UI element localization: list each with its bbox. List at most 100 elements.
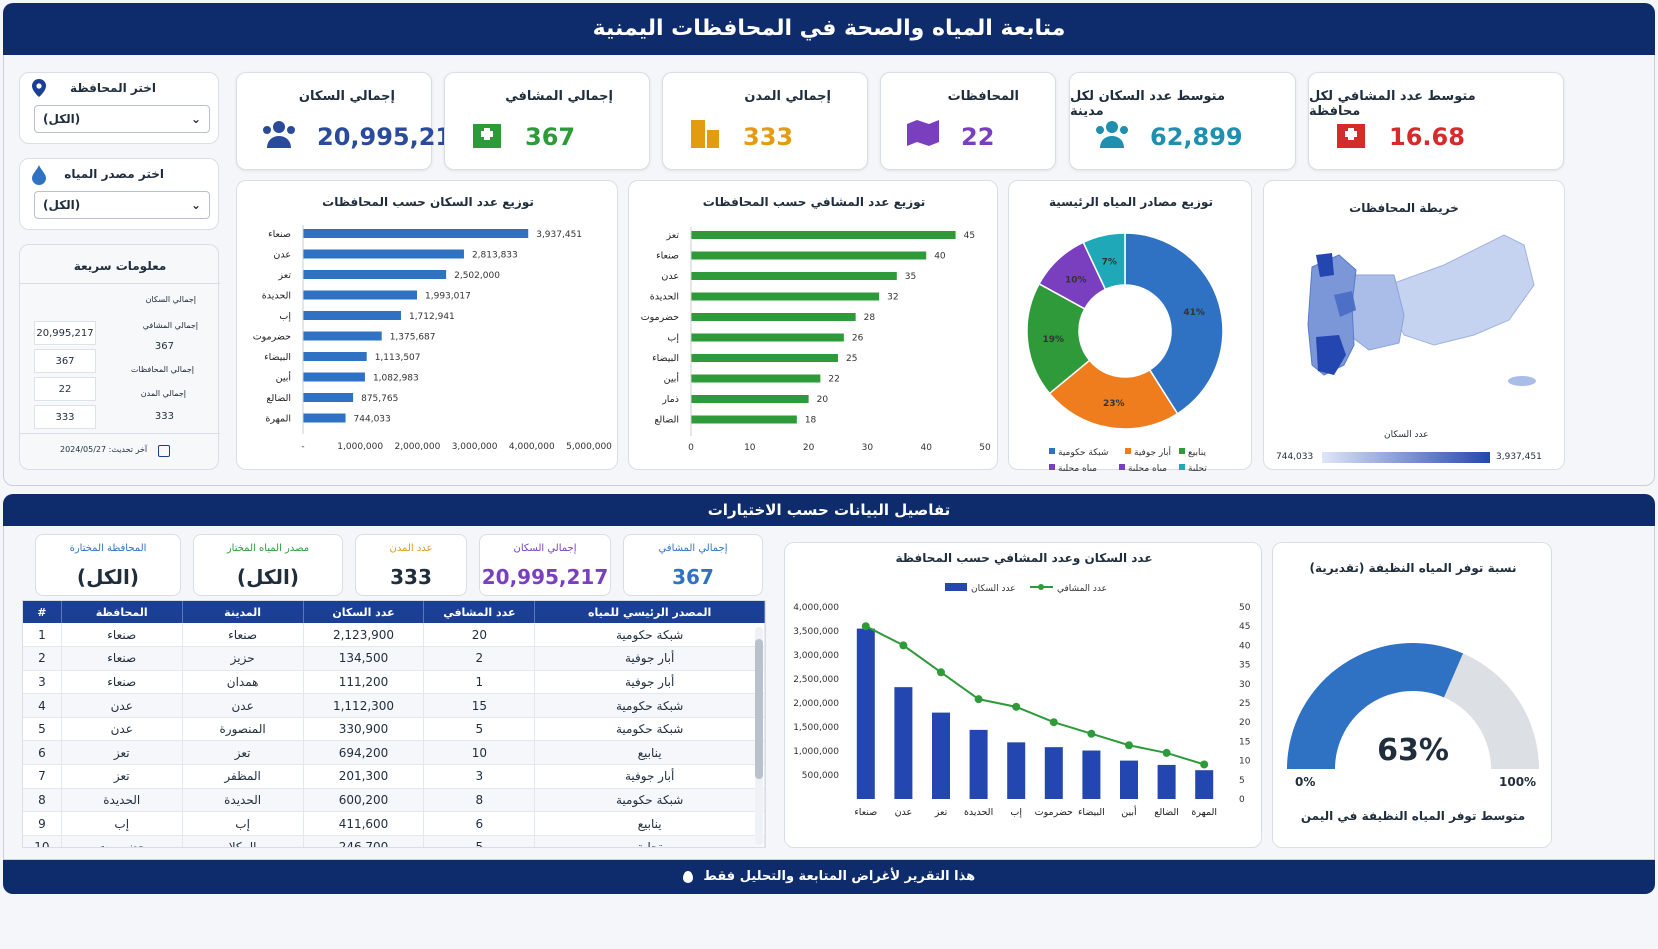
hospitals-bar[interactable] xyxy=(691,374,821,383)
hospitals-bar[interactable] xyxy=(691,251,927,260)
kpi-card: إجمالي المدن 333 xyxy=(662,72,868,170)
combo-population-bar[interactable] xyxy=(1120,760,1138,799)
table-cell: عدن xyxy=(61,717,183,742)
table-row[interactable]: 6 تعز تعز 694,200 10 ينابيع xyxy=(23,740,765,766)
population-bar[interactable] xyxy=(303,270,447,279)
map-scale-max: 3,937,451 xyxy=(1496,452,1542,462)
combo-population-bar[interactable] xyxy=(1082,750,1101,799)
map-region-central[interactable] xyxy=(1345,274,1405,351)
combo-population-bar[interactable] xyxy=(1007,742,1026,799)
table-header-cell[interactable]: عدد السكان xyxy=(303,601,425,623)
table-row[interactable]: 10 حضرموت المكلا 246,700 5 تحلية xyxy=(23,835,765,847)
combo-hospitals-point[interactable] xyxy=(1087,729,1096,738)
combo-population-bar[interactable] xyxy=(1044,747,1063,799)
combo-category-label: عدن xyxy=(895,807,913,818)
combo-population-bar[interactable] xyxy=(1195,770,1214,799)
hospitals-tick-label: 20 xyxy=(803,443,815,453)
table-row[interactable]: 2 صنعاء حزيز 134,500 2 أبار جوفية xyxy=(23,646,765,671)
combo-category-label: تعز xyxy=(934,807,948,818)
population-bar[interactable] xyxy=(303,290,418,300)
combo-population-bar[interactable] xyxy=(932,712,950,799)
table-cell: أبار جوفية xyxy=(534,670,765,695)
table-row[interactable]: 5 عدن المنصورة 330,900 5 شبكة حكومية xyxy=(23,717,765,742)
table-cell: 10 xyxy=(23,835,62,847)
selection-card-value: 333 xyxy=(390,565,432,589)
map-region-capital[interactable] xyxy=(1334,291,1356,317)
population-bar[interactable] xyxy=(303,393,354,402)
hospitals-bar[interactable] xyxy=(691,272,897,280)
donut-legend-label: شبكة حكومية xyxy=(1058,448,1108,458)
table-row[interactable]: 7 تعز المظفر 201,300 3 أبار جوفية xyxy=(23,764,765,789)
table-row[interactable]: 1 صنعاء صنعاء 2,123,900 20 شبكة حكومية xyxy=(23,623,765,648)
water-source-select[interactable]: (الكل) ⌄ xyxy=(34,191,210,219)
table-cell: حزيز xyxy=(182,646,304,671)
donut-slice[interactable] xyxy=(1026,282,1091,395)
hospitals-bar[interactable] xyxy=(691,395,809,403)
table-row[interactable]: 8 الحديدة الحديدة 600,200 8 شبكة حكومية xyxy=(23,788,765,813)
combo-hospitals-point[interactable] xyxy=(974,695,983,704)
location-pin-icon xyxy=(32,79,46,101)
table-header-cell[interactable]: # xyxy=(23,601,62,623)
kpi-value: 16.68 xyxy=(1389,123,1465,151)
combo-hospitals-point[interactable] xyxy=(1049,718,1058,727)
donut-slice[interactable] xyxy=(1082,232,1126,291)
governorate-select[interactable]: (الكل) ⌄ xyxy=(34,105,210,133)
map-island-socotra[interactable] xyxy=(1508,376,1536,386)
combo-population-bar[interactable] xyxy=(969,729,988,799)
combo-hospitals-point[interactable] xyxy=(899,641,908,650)
hospitals-data-label: 32 xyxy=(887,293,898,303)
population-bar[interactable] xyxy=(303,249,464,259)
population-bar[interactable] xyxy=(303,372,365,382)
hospitals-bar[interactable] xyxy=(691,354,838,362)
population-bar[interactable] xyxy=(303,413,346,423)
hospitals-bar[interactable] xyxy=(691,415,797,424)
people-icon xyxy=(257,111,301,155)
table-row[interactable]: 9 إب إب 411,600 6 ينابيع xyxy=(23,811,765,836)
gauge-value: 63% xyxy=(1377,733,1449,768)
combo-hospitals-point[interactable] xyxy=(1012,702,1021,711)
table-cell: 5 xyxy=(423,717,536,742)
kpi-card: المحافظات 22 xyxy=(880,72,1056,170)
hospitals-category-label: أبين xyxy=(664,372,680,385)
table-scrollbar-thumb[interactable] xyxy=(755,639,763,779)
population-bar[interactable] xyxy=(303,352,367,361)
table-header-cell[interactable]: عدد المشافي xyxy=(423,601,536,623)
population-bar[interactable] xyxy=(303,229,529,238)
table-row[interactable]: 3 صنعاء همدان 111,200 1 أبار جوفية xyxy=(23,670,765,695)
selection-card-label: إجمالي السكان xyxy=(513,543,577,554)
combo-population-bar[interactable] xyxy=(1157,764,1176,799)
table-row[interactable]: 4 عدن عدن 1,112,300 15 شبكة حكومية xyxy=(23,693,765,718)
yemen-map[interactable] xyxy=(1294,225,1544,415)
combo-population-bar[interactable] xyxy=(894,687,913,799)
hospitals-data-label: 35 xyxy=(905,272,916,282)
donut-slice-label: 7% xyxy=(1102,258,1117,268)
donut-slice[interactable] xyxy=(1124,232,1224,415)
population-bar[interactable] xyxy=(303,311,401,320)
population-bar[interactable] xyxy=(303,331,382,341)
table-header-cell[interactable]: المحافظة xyxy=(61,601,183,623)
combo-hospitals-point[interactable] xyxy=(937,668,945,677)
combo-hospitals-point[interactable] xyxy=(1162,748,1171,757)
combo-population-bar[interactable] xyxy=(856,628,875,799)
kpi-value: 22 xyxy=(961,123,995,151)
table-header-cell[interactable]: المدينة xyxy=(182,601,304,623)
map-region-east[interactable] xyxy=(1388,234,1535,346)
donut-slice[interactable] xyxy=(1048,359,1179,430)
table-scrollbar[interactable] xyxy=(755,627,763,845)
table-cell: تعز xyxy=(182,740,304,766)
map-region-northwest[interactable] xyxy=(1316,253,1334,277)
combo-hospitals-point[interactable] xyxy=(1200,760,1209,769)
table-cell: الحديدة xyxy=(61,788,183,813)
table-cell: صنعاء xyxy=(182,623,304,648)
table-header-cell[interactable]: المصدر الرئيسي للمياه xyxy=(534,601,765,623)
footer-bar: هذا التقرير لأغراض المتابعة والتحليل فقط xyxy=(3,860,1655,894)
selection-card-value: (الكل) xyxy=(76,565,140,589)
hospitals-bar[interactable] xyxy=(691,292,880,301)
combo-right-tick: 35 xyxy=(1239,661,1250,671)
hospitals-bar[interactable] xyxy=(691,313,856,321)
map-region-southwest[interactable] xyxy=(1316,335,1346,375)
combo-hospitals-point[interactable] xyxy=(861,622,870,631)
combo-hospitals-point[interactable] xyxy=(1125,741,1133,750)
hospitals-bar[interactable] xyxy=(691,231,956,239)
hospitals-bar[interactable] xyxy=(691,333,844,342)
